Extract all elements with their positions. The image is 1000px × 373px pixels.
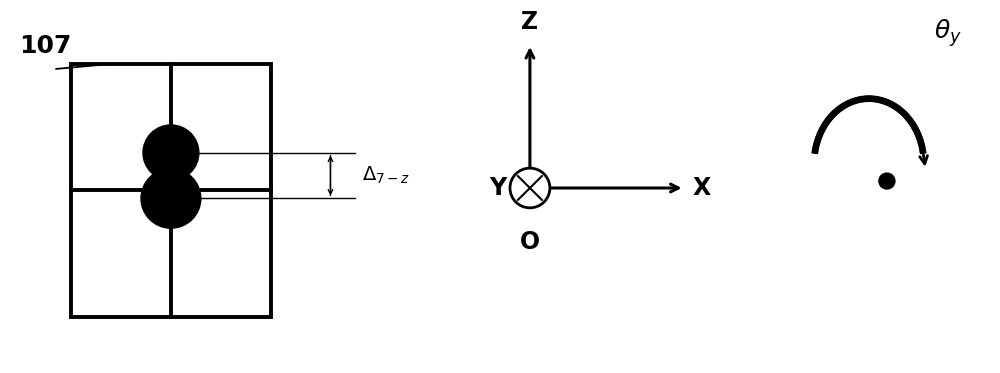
Circle shape bbox=[141, 169, 201, 228]
Text: X: X bbox=[692, 176, 711, 200]
Bar bbox=[71, 64, 271, 317]
Circle shape bbox=[879, 173, 895, 189]
Text: $\Delta_{7-z}$: $\Delta_{7-z}$ bbox=[362, 165, 411, 186]
Circle shape bbox=[510, 168, 550, 208]
Text: $\theta_y$: $\theta_y$ bbox=[934, 17, 962, 49]
Text: Z: Z bbox=[521, 10, 538, 34]
Text: Y: Y bbox=[489, 176, 506, 200]
Text: 107: 107 bbox=[19, 34, 72, 58]
Text: O: O bbox=[520, 230, 540, 254]
Circle shape bbox=[143, 125, 199, 181]
